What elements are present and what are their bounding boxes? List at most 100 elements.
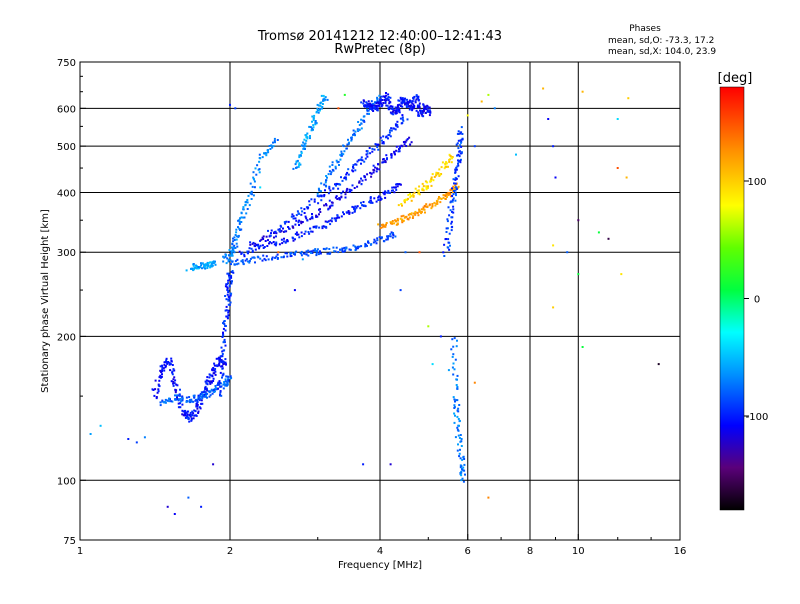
echo-point: [451, 199, 454, 202]
echo-point: [204, 392, 207, 395]
echo-point: [225, 254, 228, 257]
echo-point: [408, 108, 411, 111]
echo-point: [214, 370, 217, 373]
echo-point: [223, 338, 226, 341]
echo-point: [456, 449, 459, 452]
echo-point: [407, 194, 410, 196]
colorbar-tick-label: 100: [747, 177, 766, 188]
echo-point: [212, 380, 215, 382]
x-tick-label: 16: [674, 546, 687, 557]
echo-point: [365, 106, 368, 109]
echo-point: [330, 204, 333, 207]
echo-point: [370, 201, 373, 204]
echo-point: [392, 186, 395, 189]
echo-point: [366, 109, 369, 112]
echo-point: [274, 256, 277, 259]
echo-point: [248, 247, 251, 250]
echo-point: [203, 264, 206, 267]
echo-point: [207, 262, 210, 264]
echo-point: [457, 162, 459, 165]
echo-point: [214, 385, 217, 387]
echo-point: [374, 166, 377, 169]
echo-point: [426, 187, 429, 189]
echo-point: [221, 365, 224, 368]
echo-point: [455, 168, 458, 171]
echo-point: [385, 94, 388, 97]
echo-point: [222, 320, 225, 323]
echo-point: [380, 198, 383, 200]
echo-point: [251, 256, 254, 259]
echo-point: [251, 250, 254, 253]
echo-point: [515, 153, 517, 156]
echo-point: [459, 440, 462, 443]
echo-point: [388, 102, 391, 105]
echo-point: [399, 105, 402, 107]
echo-point: [235, 242, 238, 245]
echo-point: [296, 159, 299, 162]
echo-point: [294, 238, 296, 241]
echo-point: [372, 164, 375, 167]
echo-point: [405, 198, 408, 201]
echo-point: [208, 376, 211, 379]
echo-point: [357, 159, 360, 162]
echo-point: [373, 148, 376, 151]
echo-point: [218, 383, 221, 386]
echo-point: [273, 140, 276, 142]
echo-point: [193, 414, 196, 417]
echo-point: [163, 369, 166, 372]
echo-point: [446, 220, 449, 223]
echo-point: [355, 248, 358, 251]
echo-point: [190, 398, 193, 401]
echo-point: [220, 365, 223, 368]
echo-point: [309, 218, 312, 221]
echo-point: [319, 108, 321, 110]
echo-point: [233, 251, 236, 254]
echo-point: [311, 213, 313, 215]
echo-point: [439, 335, 442, 338]
echo-point: [430, 176, 433, 179]
echo-point: [201, 262, 204, 265]
echo-point: [357, 121, 360, 123]
echo-point: [222, 260, 225, 263]
chart-title: Tromsø 20141212 12:40:00–12:41:43: [257, 29, 502, 44]
echo-point: [410, 141, 413, 144]
echo-point: [400, 144, 403, 147]
echo-point: [222, 322, 224, 325]
echo-point: [206, 389, 209, 392]
echo-point: [159, 365, 162, 368]
echo-point: [324, 189, 326, 192]
echo-point: [300, 150, 303, 153]
echo-point: [358, 128, 361, 131]
echo-point: [303, 138, 306, 141]
echo-point: [451, 210, 453, 213]
echo-point: [189, 399, 191, 401]
echo-point: [388, 108, 391, 110]
echo-point: [193, 268, 195, 271]
echo-point: [198, 399, 201, 402]
echo-point: [401, 220, 404, 222]
echo-point: [454, 182, 457, 185]
echo-point: [346, 187, 349, 190]
echo-point: [158, 379, 161, 382]
echo-point: [432, 179, 435, 182]
echo-point: [205, 387, 208, 390]
echo-point: [275, 241, 278, 244]
echo-point: [395, 124, 398, 127]
echo-point: [627, 97, 630, 100]
echo-point: [391, 186, 394, 189]
echo-point: [396, 183, 399, 185]
echo-point: [225, 309, 228, 312]
echo-point: [210, 381, 213, 384]
echo-point: [406, 138, 409, 141]
echo-point: [343, 250, 346, 253]
echo-point: [355, 163, 358, 166]
echo-point: [424, 107, 427, 110]
echo-point: [224, 255, 227, 258]
echo-point: [455, 384, 458, 386]
echo-point: [326, 221, 329, 224]
echo-point: [249, 257, 252, 260]
echo-point: [388, 131, 391, 134]
echo-point: [332, 246, 335, 249]
echo-point: [445, 192, 448, 195]
echo-point: [232, 249, 235, 252]
